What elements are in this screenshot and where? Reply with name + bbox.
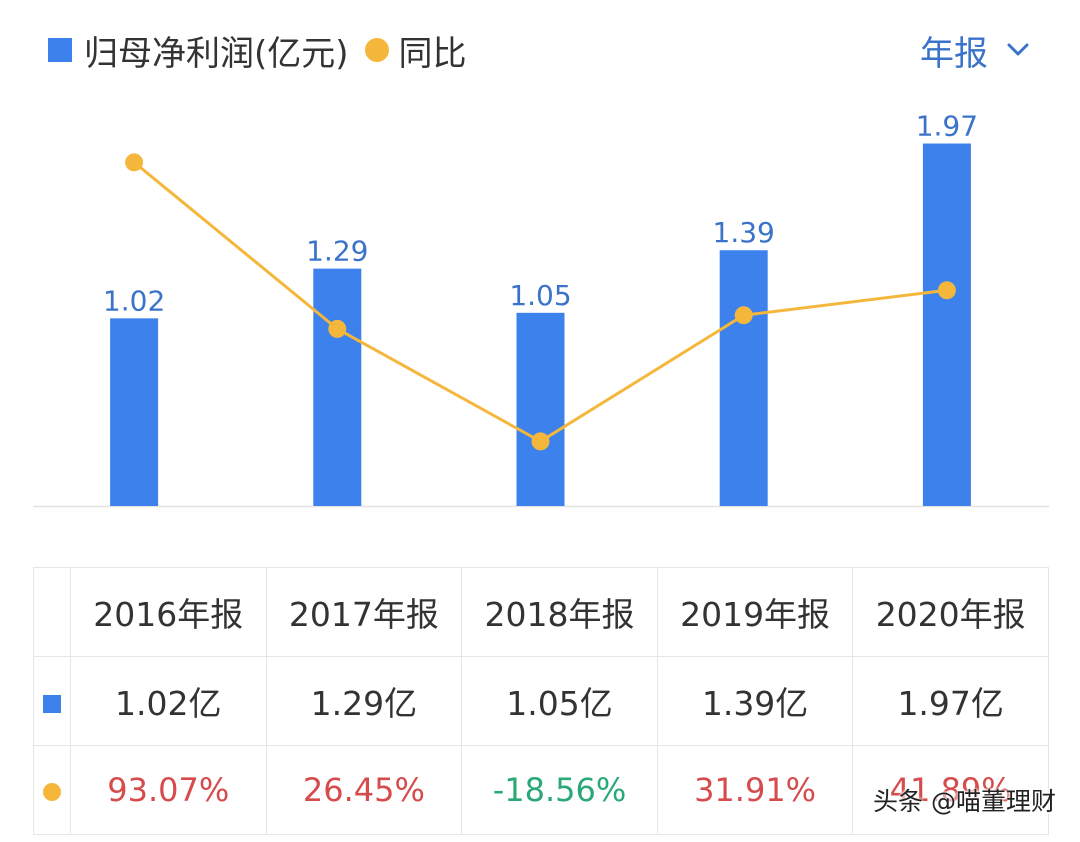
watermark: 头条 @喵董理财 xyxy=(873,787,1056,816)
header-cell-2016: 2016年报 xyxy=(70,567,267,657)
period-select[interactable]: 年报 xyxy=(920,22,1030,78)
bar-value-label: 1.02 xyxy=(103,284,165,317)
line-row-marker xyxy=(43,783,61,801)
bar-value-label: 1.05 xyxy=(509,279,571,312)
bar-2016年报 xyxy=(110,318,159,506)
table-row-yoy: 93.07% 26.45% -18.56% 31.91% 41.89% xyxy=(33,745,1049,835)
yoy-cell: 31.91% xyxy=(656,745,854,835)
bar-2020年报 xyxy=(922,143,971,506)
yoy-point-2018年报 xyxy=(531,432,550,451)
yoy-cell: 93.07% xyxy=(70,745,267,835)
table-row-net-profit: 1.02亿 1.29亿 1.05亿 1.39亿 1.97亿 xyxy=(33,656,1049,746)
legend: 归母净利润(亿元) 同比 xyxy=(48,22,467,78)
bar-value-label: 1.97 xyxy=(916,110,978,143)
yoy-point-2016年报 xyxy=(125,153,144,172)
yoy-point-2017年报 xyxy=(328,319,347,338)
bar-2017年报 xyxy=(313,268,362,506)
bar-2019年报 xyxy=(719,250,768,506)
chevron-down-icon xyxy=(1007,43,1029,56)
header-cell-2020: 2020年报 xyxy=(852,567,1049,657)
header-cell-2018: 2018年报 xyxy=(461,567,658,657)
yoy-point-2020年报 xyxy=(937,281,956,300)
net-profit-cell: 1.05亿 xyxy=(461,656,658,746)
net-profit-cell: 1.02亿 xyxy=(70,656,267,746)
bar-value-label: 1.39 xyxy=(713,216,775,249)
bar-row-marker xyxy=(43,694,61,713)
net-profit-cell: 1.39亿 xyxy=(656,656,854,746)
bar-value-label: 1.29 xyxy=(306,235,368,268)
table-header-row: 2016年报 2017年报 2018年报 2019年报 2020年报 xyxy=(33,567,1049,657)
data-table: 2016年报 2017年报 2018年报 2019年报 2020年报 1.02亿… xyxy=(33,567,1049,835)
bar-legend-swatch xyxy=(48,38,72,62)
yoy-cell: -18.56% xyxy=(461,745,658,835)
yoy-cell: 26.45% xyxy=(265,745,463,835)
line-legend-swatch xyxy=(364,38,389,62)
yoy-cell: 41.89% xyxy=(852,745,1049,835)
net-profit-cell: 1.97亿 xyxy=(852,656,1049,746)
line-legend-label: 同比 xyxy=(398,33,467,74)
bar-2018年报 xyxy=(516,312,565,506)
net-profit-cell: 1.29亿 xyxy=(265,656,463,746)
chart: 1.02 1.29 1.05 1.39 1.97 xyxy=(33,110,1049,508)
period-select-label: 年报 xyxy=(920,33,988,74)
yoy-point-2019年报 xyxy=(734,306,753,325)
bar-legend-label: 归母净利润(亿元) xyxy=(84,33,349,74)
header-cell-2017: 2017年报 xyxy=(265,567,463,657)
header-cell-2019: 2019年报 xyxy=(656,567,854,657)
